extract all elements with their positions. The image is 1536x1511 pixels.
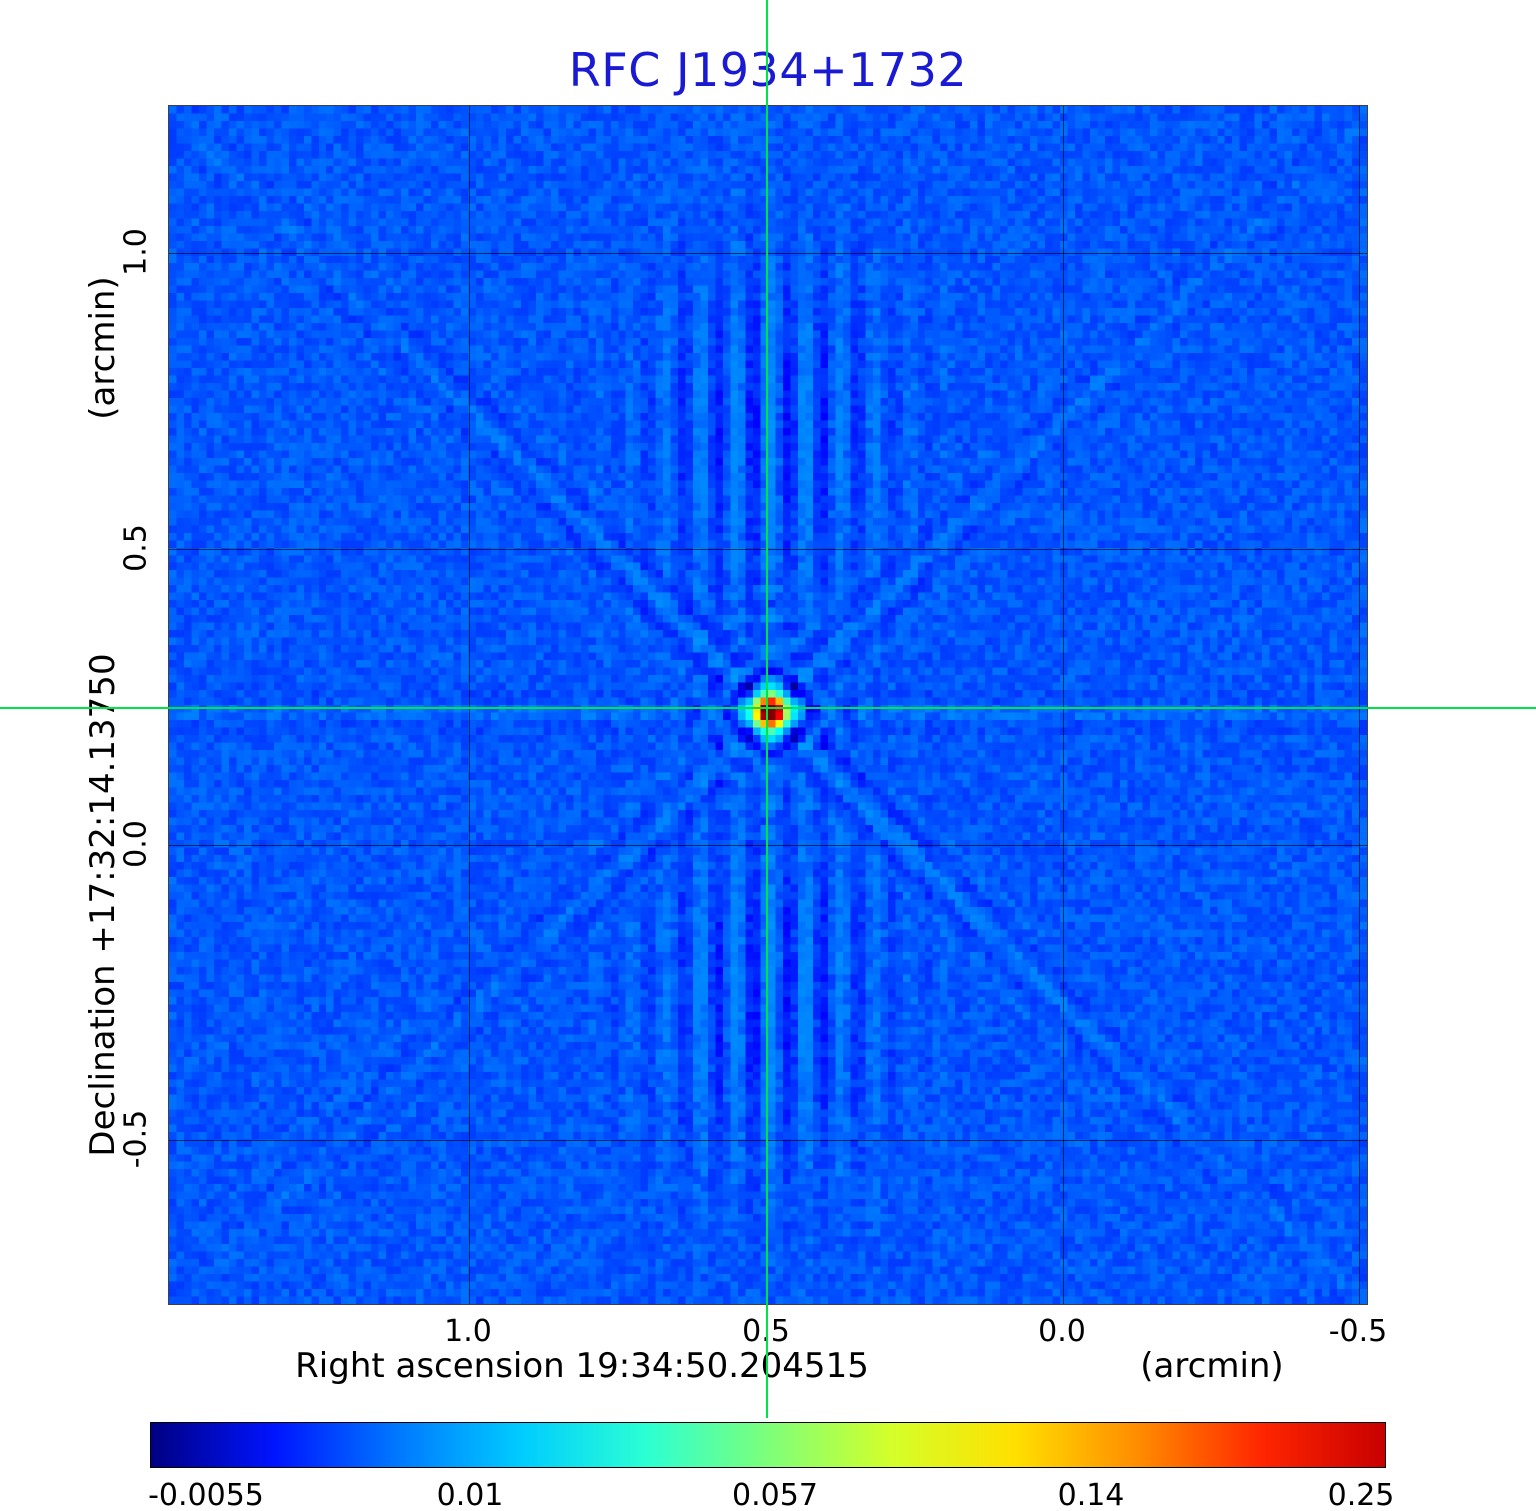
- crosshair-horizontal-line: [0, 707, 1536, 709]
- gridline-x: [469, 106, 470, 1304]
- gridline-y: [169, 845, 1367, 846]
- colorbar: [150, 1422, 1386, 1468]
- gridline-y: [169, 1140, 1367, 1141]
- x-tick-label: -0.5: [1328, 1314, 1388, 1349]
- x-axis-label: Right ascension 19:34:50.204515: [295, 1346, 869, 1386]
- colorbar-tick-label: 0.14: [1057, 1478, 1125, 1511]
- x-tick-label: 0.0: [1038, 1314, 1086, 1349]
- colorbar-tick-label: 0.057: [732, 1478, 818, 1511]
- y-tick-label: 0.5: [118, 524, 154, 572]
- colorbar-tick-label: 0.01: [436, 1478, 504, 1511]
- y-tick-label: 0.0: [118, 820, 154, 868]
- y-tick-label: -0.5: [118, 1109, 154, 1169]
- y-axis-label: Declination +17:32:14.13750: [83, 653, 123, 1157]
- gridline-y: [169, 549, 1367, 550]
- colorbar-tick-label: -0.0055: [148, 1478, 264, 1511]
- colorbar-tick-label: 0.25: [1327, 1478, 1395, 1511]
- crosshair-vertical-line: [766, 0, 768, 1418]
- y-tick-label: 1.0: [118, 228, 154, 276]
- gridline-x: [1063, 106, 1064, 1304]
- sky-map-canvas[interactable]: [169, 106, 1367, 1304]
- grid-layer: [169, 106, 1367, 1304]
- x-tick-label: 1.0: [444, 1314, 492, 1349]
- y-axis-unit-label: (arcmin): [83, 276, 123, 420]
- figure-title: RFC J1934+1732: [568, 43, 968, 97]
- gridline-y: [169, 253, 1367, 254]
- x-axis-unit-label: (arcmin): [1140, 1346, 1284, 1386]
- sky-map-plot[interactable]: [168, 105, 1368, 1305]
- gridline-x: [1359, 106, 1360, 1304]
